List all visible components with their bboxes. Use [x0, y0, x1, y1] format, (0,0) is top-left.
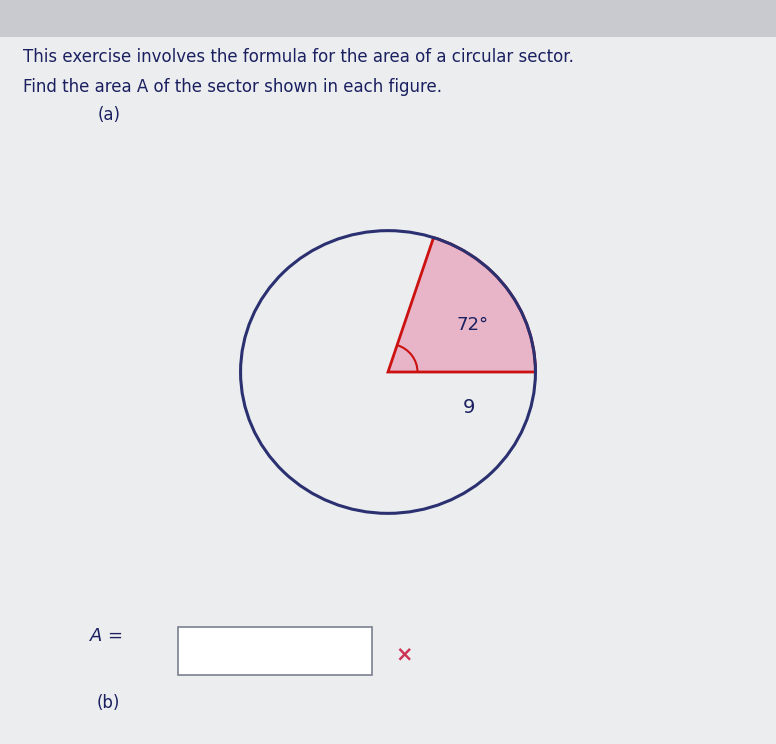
Text: (b): (b) — [97, 694, 120, 712]
Text: $A$ =: $A$ = — [89, 627, 123, 645]
Text: Find the area A of the sector shown in each figure.: Find the area A of the sector shown in e… — [23, 78, 442, 96]
Text: 72°: 72° — [456, 316, 488, 334]
Text: ×: × — [396, 645, 414, 664]
Text: (a): (a) — [97, 106, 120, 124]
Text: This exercise involves the formula for the area of a circular sector.: This exercise involves the formula for t… — [23, 48, 574, 66]
FancyBboxPatch shape — [0, 22, 776, 744]
FancyBboxPatch shape — [178, 626, 372, 676]
FancyBboxPatch shape — [0, 0, 776, 37]
Text: 9: 9 — [463, 398, 475, 417]
Wedge shape — [388, 237, 535, 372]
